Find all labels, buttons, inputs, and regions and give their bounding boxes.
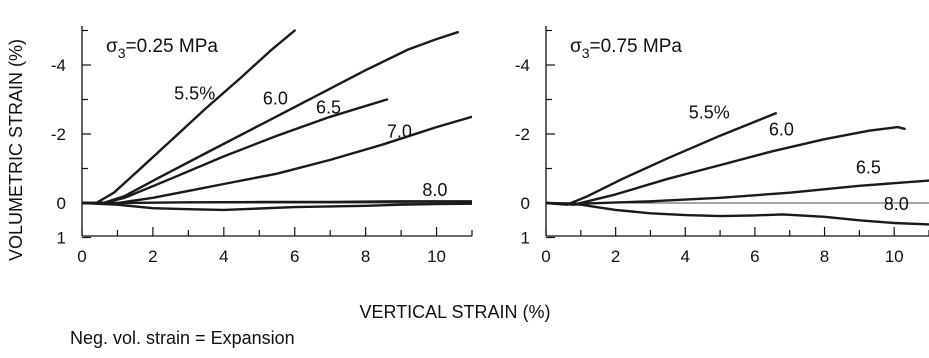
series-label: 6.0	[769, 120, 794, 140]
series-line	[546, 125, 906, 206]
series-line	[82, 31, 459, 205]
y-tick-label: -4	[515, 56, 530, 75]
series-line	[82, 201, 472, 212]
series-label: 5.5%	[689, 102, 730, 122]
y-tick-label: -2	[51, 125, 66, 144]
series-line	[82, 98, 389, 205]
series-label: 8.0	[422, 180, 447, 200]
x-axis-label: VERTICAL STRAIN (%)	[359, 302, 550, 322]
series-label: 6.5	[316, 97, 341, 117]
series-line	[546, 201, 929, 226]
x-tick-label: 8	[361, 247, 370, 266]
series-line	[82, 29, 296, 205]
x-tick-label: 2	[611, 247, 620, 266]
series-label: 6.5	[856, 158, 881, 178]
series-line	[546, 179, 929, 205]
x-tick-label: 0	[541, 247, 550, 266]
x-tick-label: 4	[219, 247, 228, 266]
footnote: Neg. vol. strain = Expansion	[70, 328, 295, 348]
y-tick-label: 0	[521, 194, 530, 213]
x-tick-label: 8	[820, 247, 829, 266]
x-tick-label: 10	[885, 247, 904, 266]
series-label: 8.0	[884, 194, 909, 214]
y-axis-label: VOLUMETRIC STRAIN (%)	[6, 39, 26, 261]
panel-title: σ3=0.25 MPa	[106, 36, 218, 61]
y-tick-label: -2	[515, 125, 530, 144]
series-label: 6.0	[263, 89, 288, 109]
x-tick-label: 6	[750, 247, 759, 266]
series-line	[82, 115, 472, 205]
series-label: 7.0	[387, 121, 412, 141]
x-tick-label: 2	[148, 247, 157, 266]
x-tick-label: 4	[681, 247, 690, 266]
y-tick-label: 1	[57, 229, 66, 248]
series-label: 5.5%	[174, 84, 215, 104]
x-tick-label: 0	[77, 247, 86, 266]
y-tick-label: -4	[51, 56, 66, 75]
y-tick-label: 0	[57, 194, 66, 213]
panel-title: σ3=0.75 MPa	[570, 36, 682, 61]
x-tick-label: 6	[290, 247, 299, 266]
series-line	[82, 200, 472, 205]
x-tick-label: 10	[427, 247, 446, 266]
y-tick-label: 1	[521, 229, 530, 248]
